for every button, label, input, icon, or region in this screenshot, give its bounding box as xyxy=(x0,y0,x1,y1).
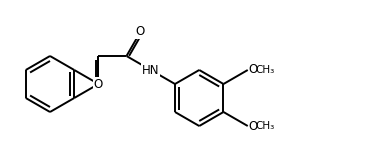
Text: O: O xyxy=(136,25,145,38)
Text: O: O xyxy=(94,78,103,91)
Text: CH₃: CH₃ xyxy=(256,65,275,75)
Text: HN: HN xyxy=(142,64,160,76)
Text: O: O xyxy=(249,64,258,76)
Text: CH₃: CH₃ xyxy=(256,121,275,131)
Text: O: O xyxy=(249,119,258,133)
